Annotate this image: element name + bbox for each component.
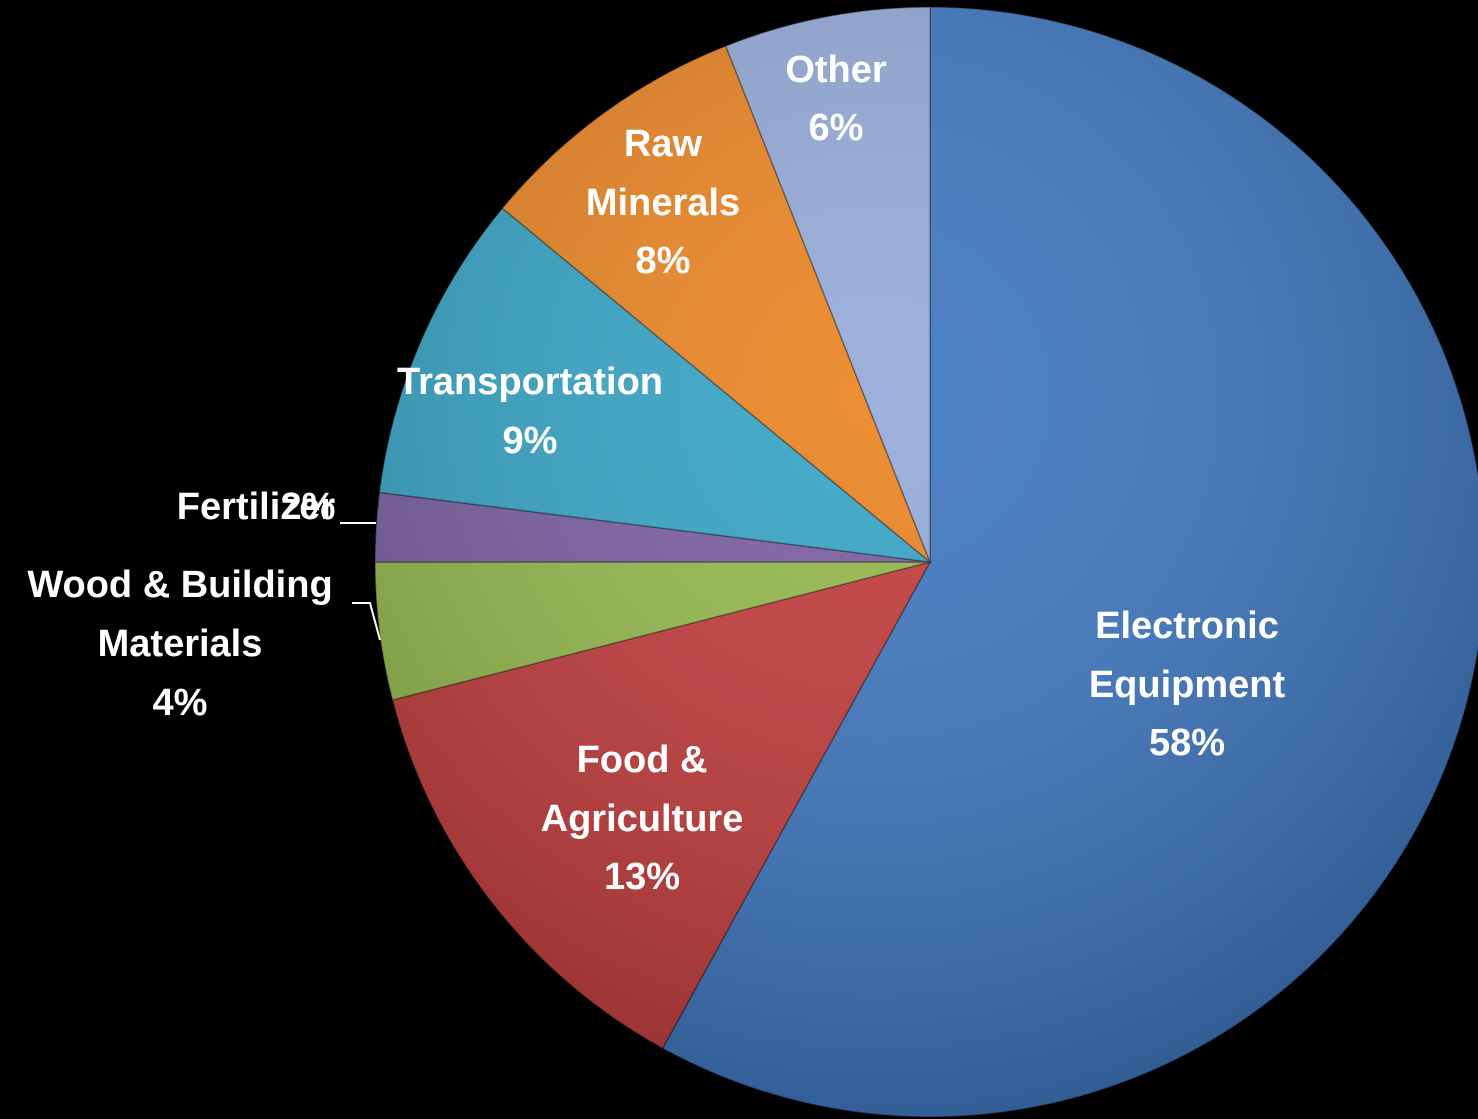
slice-label: Electronic Equipment <box>1089 605 1286 706</box>
slice-label: Fertilizer <box>177 486 336 528</box>
slice-label: Other <box>785 49 887 91</box>
value-label: 6% <box>809 107 864 149</box>
slice-label: Raw Minerals <box>586 123 740 224</box>
value-label: 4% <box>153 682 208 724</box>
value-label: 8% <box>636 240 691 282</box>
value-label: 58% <box>1149 722 1225 764</box>
leader-line <box>352 602 381 641</box>
slice-label: Transportation <box>397 361 663 403</box>
labels: Electronic Equipment 58% Food & Agriculture 1… <box>27 49 1285 898</box>
slice-label: Wood & Building Materials <box>27 564 332 665</box>
pie <box>374 6 1478 1118</box>
value-label: 9% <box>503 420 558 462</box>
value-label: 13% <box>604 856 680 898</box>
slice-label: Food & Agriculture <box>541 739 744 840</box>
value-label: 2% <box>281 486 336 528</box>
